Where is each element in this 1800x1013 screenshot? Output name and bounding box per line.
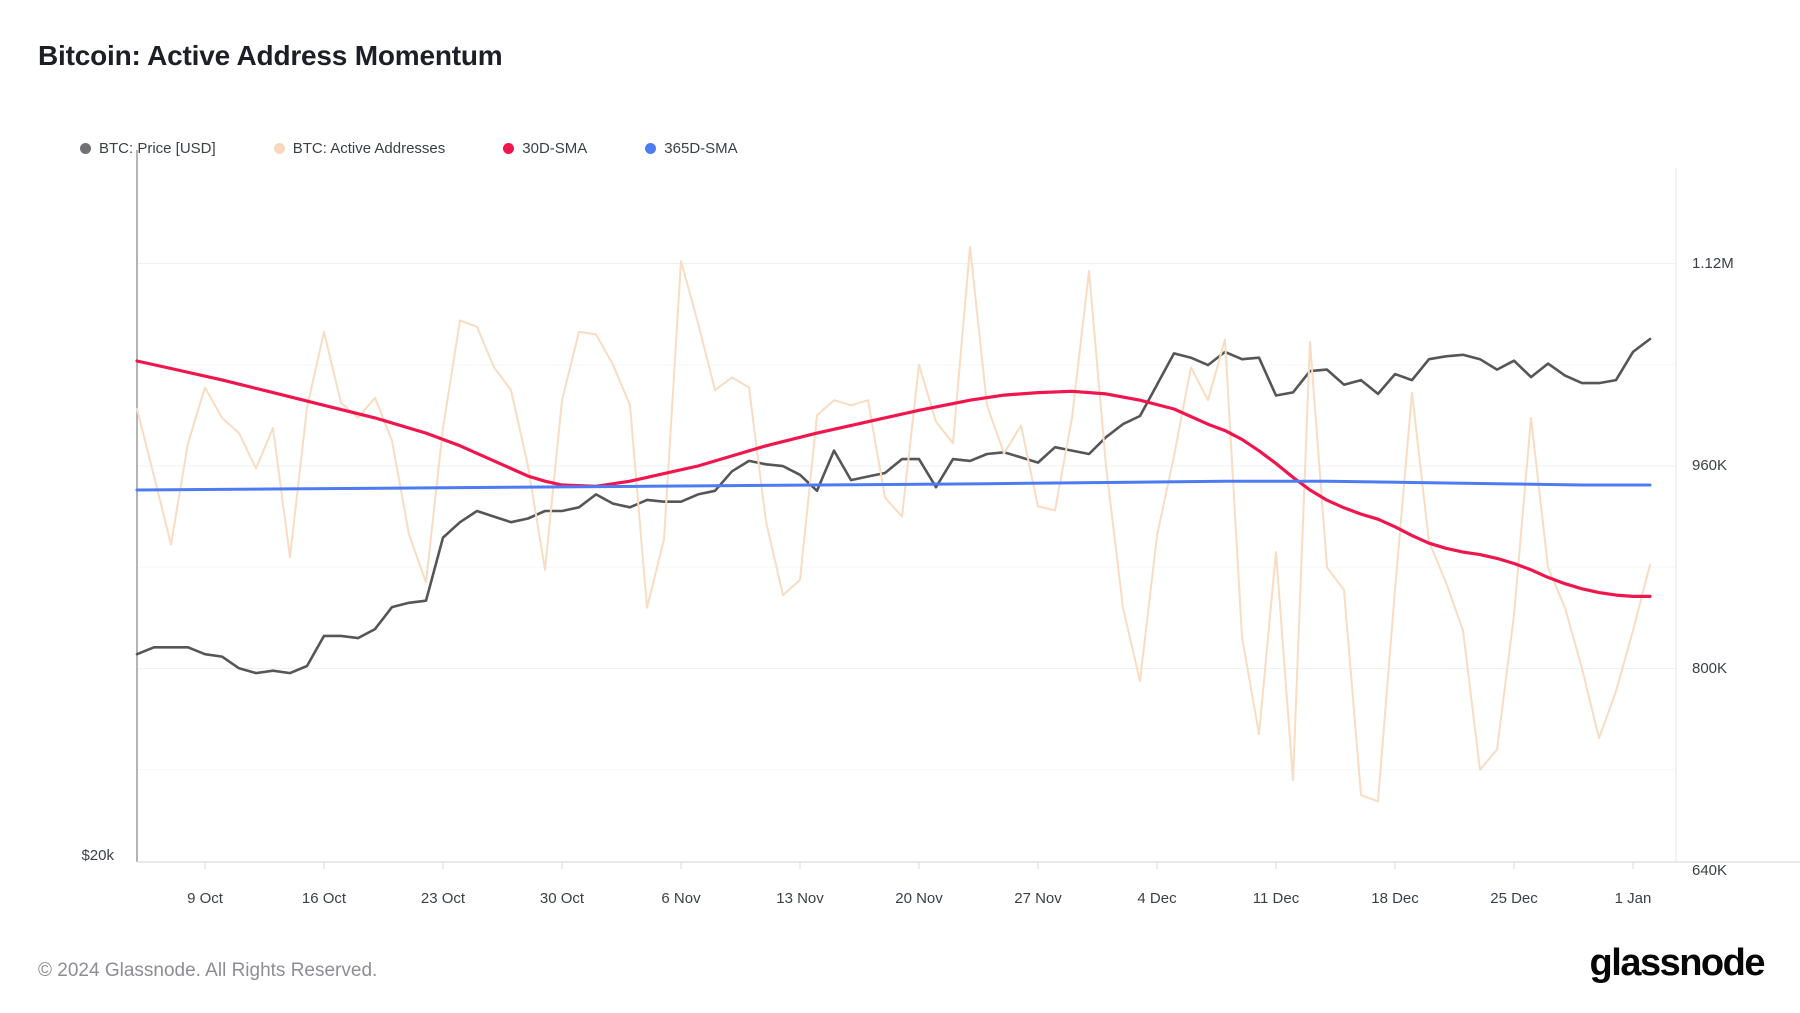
x-axis-tick-label: 13 Nov — [776, 890, 824, 907]
y-axis-tick-label: 1.12M — [1692, 254, 1734, 272]
y-axis-tick-label: 640K — [1692, 862, 1728, 879]
x-axis-tick-label: 20 Nov — [895, 890, 943, 907]
legend-item-label: 30D-SMA — [522, 140, 588, 157]
x-axis-tick-label: 11 Dec — [1252, 890, 1300, 907]
legend-item-active-addresses[interactable]: BTC: Active Addresses — [273, 140, 446, 157]
x-axis-tick-label: 16 Oct — [301, 890, 347, 907]
page-title: Bitcoin: Active Address Momentum — [38, 40, 503, 71]
y-axis-tick-label: 800K — [1692, 659, 1728, 677]
legend-dot-icon — [645, 143, 657, 154]
legend-dot-icon — [273, 143, 285, 154]
y-axis-left-label: $20k — [81, 847, 114, 864]
x-axis-tick-label: 27 Nov — [1014, 890, 1062, 907]
glassnode-logo: glassnode — [1589, 942, 1766, 984]
legend-dot-icon — [80, 143, 91, 154]
x-axis-tick-label: 6 Nov — [661, 890, 701, 907]
x-axis-tick-label: 18 Dec — [1371, 890, 1419, 907]
legend-item-30d-sma[interactable]: 30D-SMA — [503, 140, 587, 157]
x-axis-tick-label: 1 Jan — [1614, 890, 1652, 907]
chart-legend: BTC: Price [USD] BTC: Active Addresses 3… — [80, 140, 738, 157]
legend-item-label: BTC: Price [USD] — [99, 140, 216, 157]
x-axis-tick-label: 30 Oct — [539, 890, 585, 907]
legend-item-btc-price[interactable]: BTC: Price [USD] — [80, 140, 216, 157]
x-axis-tick-label: 25 Dec — [1490, 890, 1538, 907]
legend-item-365d-sma[interactable]: 365D-SMA — [645, 140, 738, 157]
legend-item-label: BTC: Active Addresses — [292, 140, 446, 157]
y-axis-tick-label: 960K — [1692, 457, 1728, 474]
x-axis-tick-label: 4 Dec — [1137, 890, 1177, 907]
legend-dot-icon — [503, 143, 515, 154]
x-axis-tick-label: 23 Oct — [420, 890, 466, 907]
copyright-text: © 2024 Glassnode. All Rights Reserved. — [38, 960, 378, 981]
legend-item-label: 365D-SMA — [664, 140, 738, 157]
x-axis-tick-label: 9 Oct — [187, 890, 223, 907]
